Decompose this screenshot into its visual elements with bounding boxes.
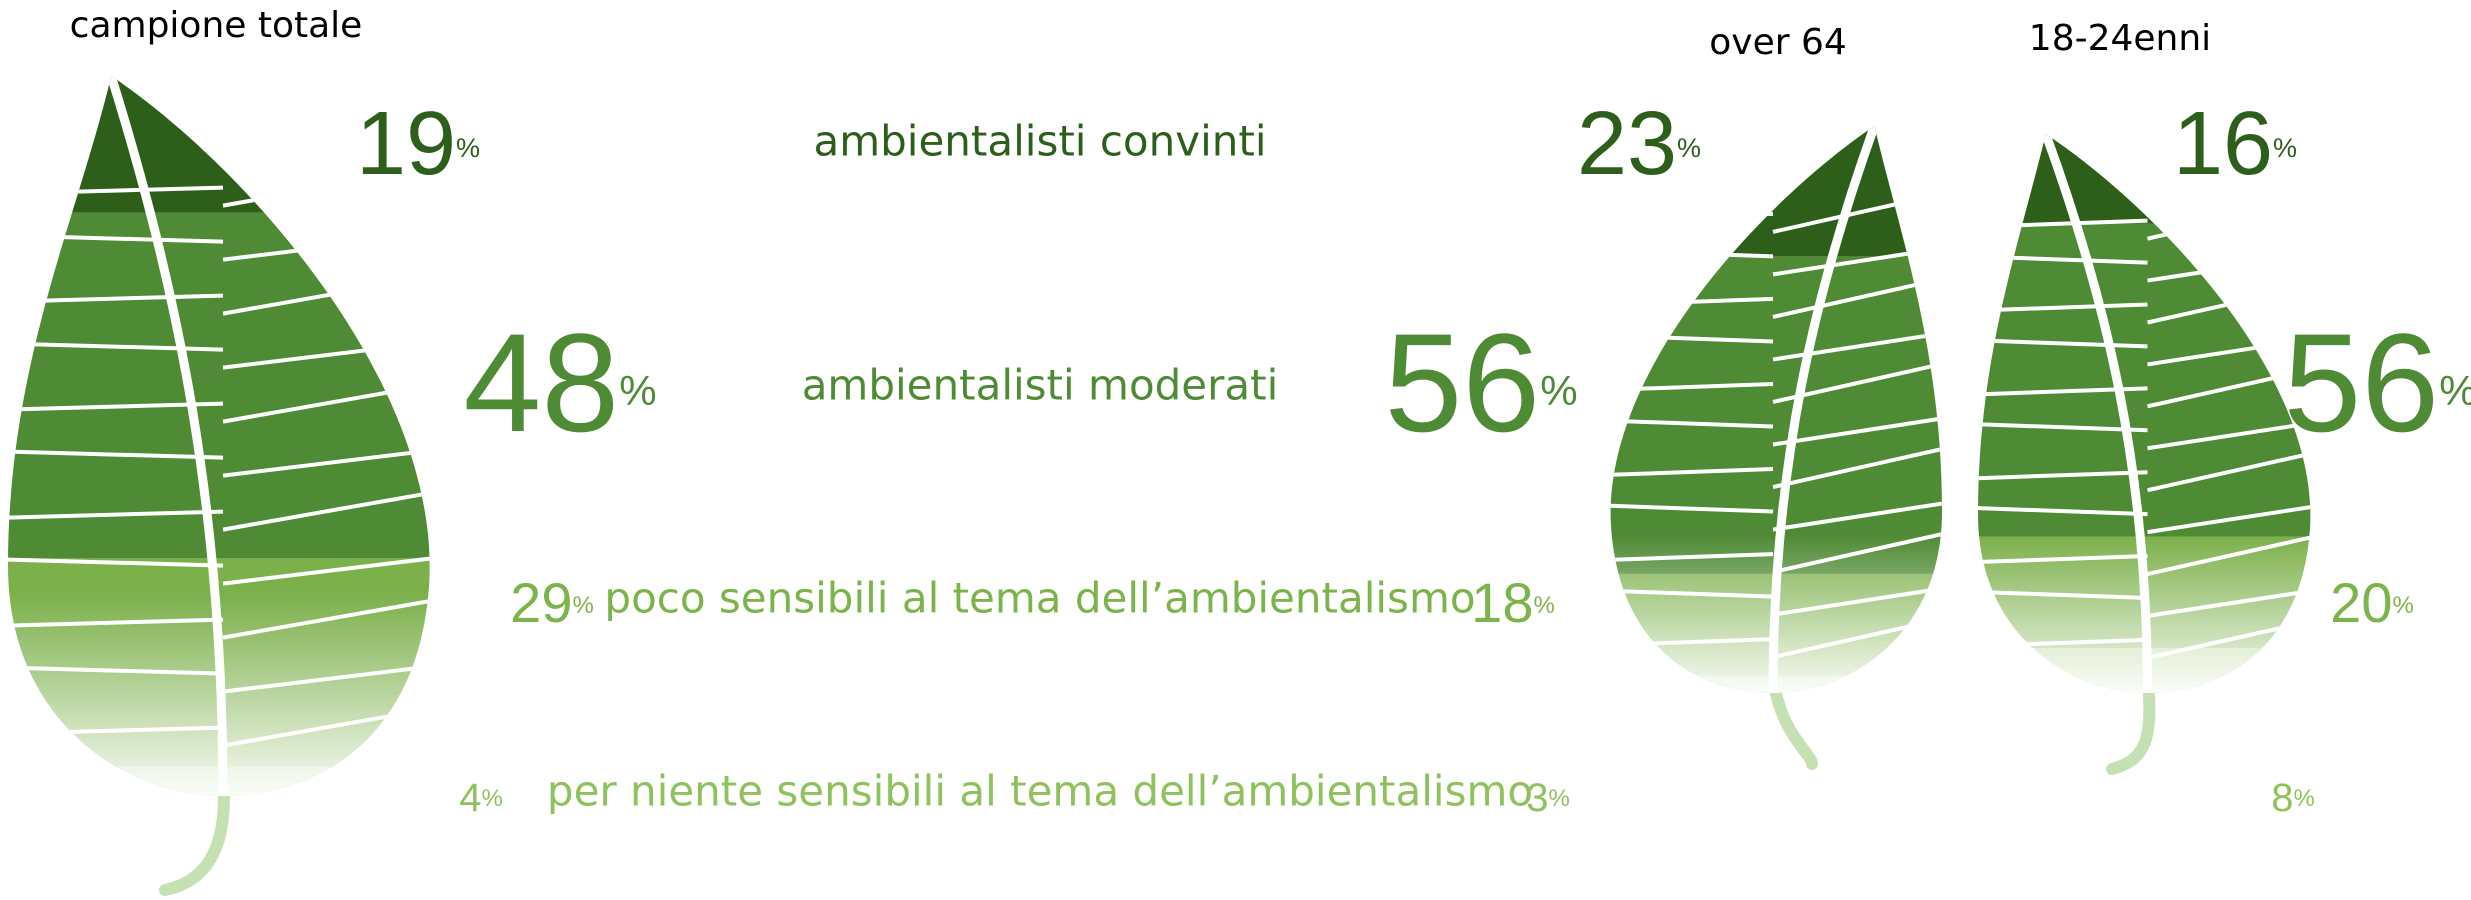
leaf xyxy=(1610,126,1942,693)
value-label: 4% xyxy=(459,776,503,820)
leaf-vein xyxy=(2147,198,2311,241)
category-label: poco sensibili al tema dell’ambientalism… xyxy=(604,574,1475,623)
value-label: 3% xyxy=(1526,776,1570,820)
value-label: 16% xyxy=(2173,94,2297,194)
value-label: 23% xyxy=(1577,94,1701,194)
leaf-fade xyxy=(1610,126,1942,693)
leaf-fade xyxy=(1978,134,2311,693)
leaf xyxy=(1978,134,2311,693)
leaf-vein xyxy=(1610,211,1774,222)
leaf-stem xyxy=(159,770,230,896)
value-label: 48% xyxy=(463,304,656,461)
group-title: campione totale xyxy=(70,5,363,46)
value-label: 8% xyxy=(2271,776,2315,820)
value-label: 19% xyxy=(356,94,480,194)
value-label: 18% xyxy=(1471,571,1555,634)
category-label: per niente sensibili al tema dell’ambien… xyxy=(547,767,1533,816)
value-label: 56% xyxy=(1384,304,1577,461)
value-label: 56% xyxy=(2283,304,2471,461)
category-label: ambientalisti moderati xyxy=(802,361,1279,410)
category-label: ambientalisti convinti xyxy=(813,117,1266,166)
group-title: over 64 xyxy=(1709,22,1847,63)
value-label: 20% xyxy=(2330,571,2414,634)
value-label: 29% xyxy=(510,571,594,634)
group-title: 18-24enni xyxy=(2029,18,2211,59)
